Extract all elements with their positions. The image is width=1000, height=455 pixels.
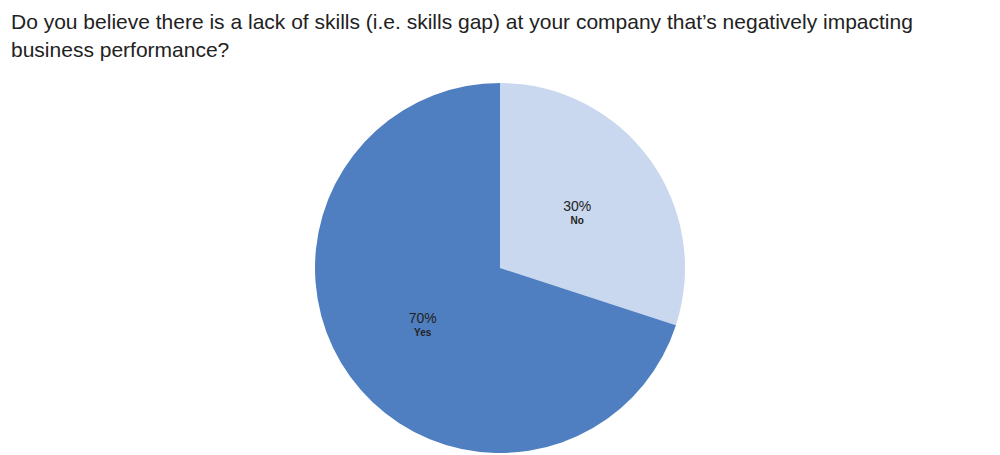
- svg-text:Yes: Yes: [414, 327, 432, 338]
- svg-text:30%: 30%: [563, 198, 591, 214]
- svg-text:Do you believe there is a lack: Do you believe there is a lack of skills…: [11, 10, 919, 33]
- svg-text:70%: 70%: [409, 310, 437, 326]
- svg-text:business performance?: business performance?: [11, 38, 229, 61]
- svg-text:No: No: [571, 215, 584, 226]
